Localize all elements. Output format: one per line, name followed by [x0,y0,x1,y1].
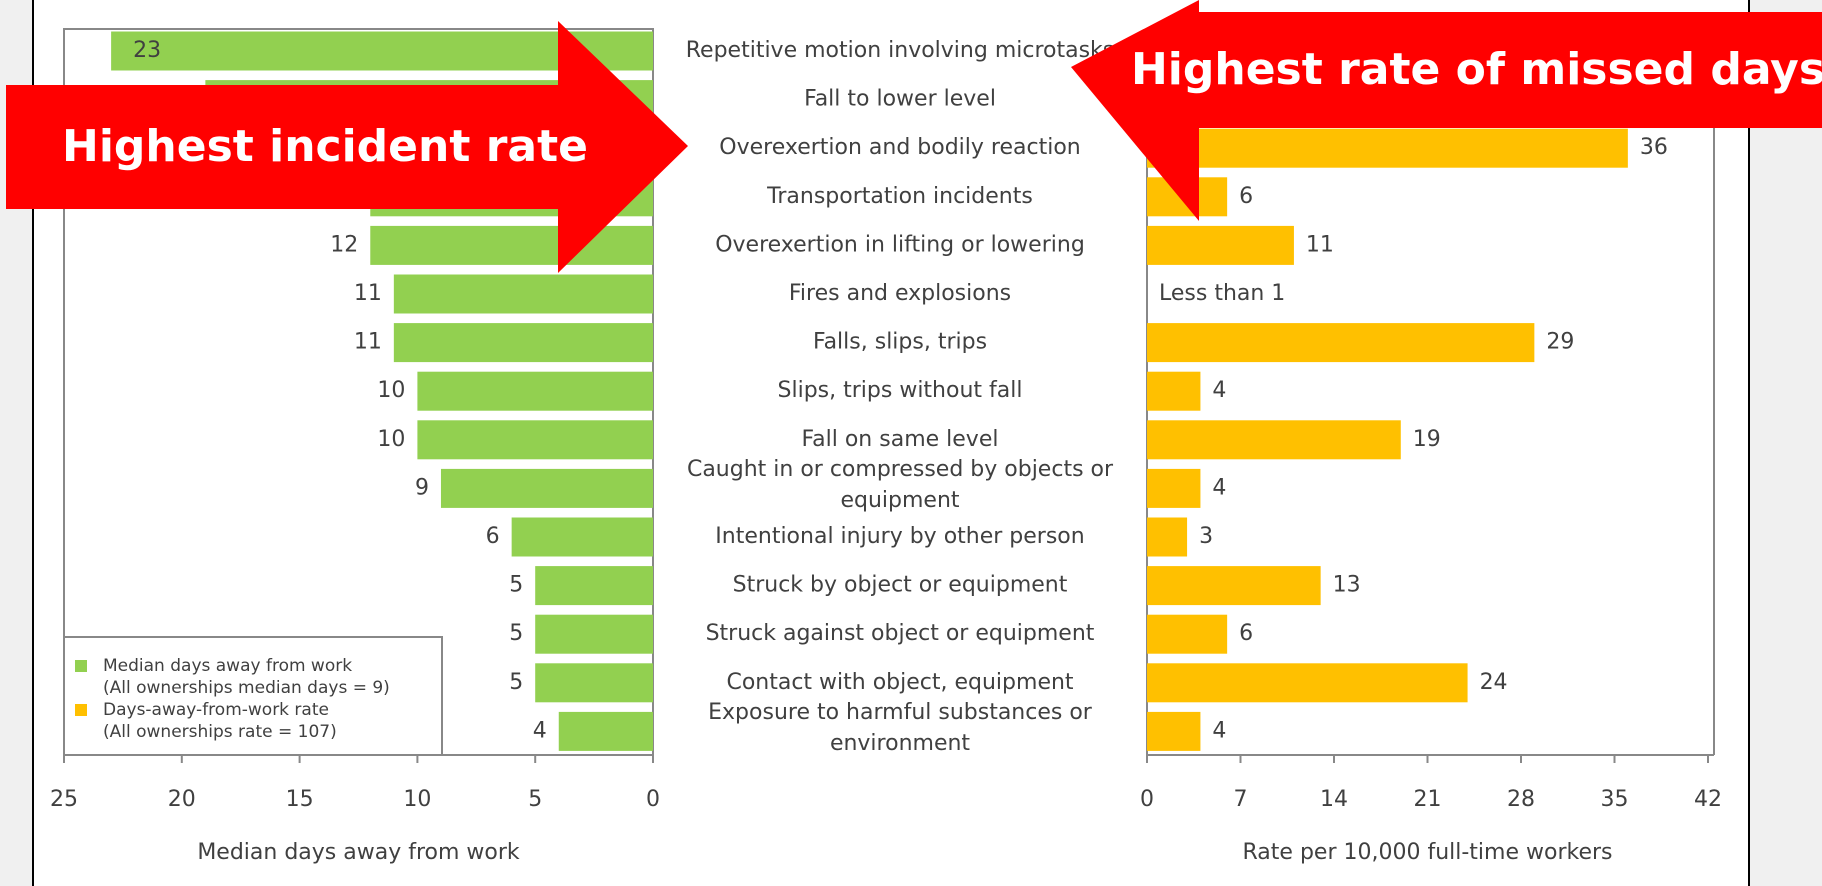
bar [1147,323,1535,363]
value-label: 12 [330,232,358,257]
arrow [1071,0,1822,221]
value-label: 4 [1212,378,1226,403]
value-label: 23 [133,38,161,63]
x-tick-label: 20 [168,787,196,812]
category-label: Fall to lower level [804,87,996,112]
arrow [6,21,688,273]
bar [370,225,653,265]
x-tick-label: 0 [646,787,660,812]
legend-swatch [75,660,87,672]
category-label: Fires and explosions [789,281,1011,306]
value-label: 13 [1333,573,1361,598]
value-label: 3 [1199,524,1213,549]
bar [558,711,653,751]
bar [1147,128,1628,168]
bar [535,663,653,703]
bar [417,420,653,460]
x2-tick-label: 0 [1140,787,1154,812]
category-label: Caught in or compressed by objects or equ… [687,457,1114,513]
annotation: Highest rate of missed days [1131,44,1822,95]
category-label: Repetitive motion involving microtasks [686,38,1115,63]
value-label: 4 [1212,718,1226,743]
bar [1147,614,1228,654]
value-label: 24 [1480,670,1508,695]
legend-note: (All ownerships rate = 107) [103,722,337,742]
category-label: Overexertion in lifting or lowering [715,232,1085,257]
x2-tick-label: 21 [1414,787,1442,812]
x2-tick-label: 28 [1507,787,1535,812]
bar [1147,468,1201,508]
bar [1147,517,1188,557]
x-axis-label: Median days away from work [197,840,520,865]
value-label: 10 [377,378,405,403]
category-label: Slips, trips without fall [778,378,1023,403]
x-tick-label: 5 [528,787,542,812]
value-label: 4 [533,718,547,743]
category-label: Exposure to harmful substances or environ… [708,700,1093,756]
value-label: 5 [509,670,523,695]
value-label: 11 [354,330,382,355]
value-label: 11 [354,281,382,306]
legend: Median days away from work(All ownership… [63,636,443,756]
legend-swatch [75,704,87,716]
x2-axis-label: Rate per 10,000 full-time workers [1243,840,1613,865]
value-label: 4 [1212,475,1226,500]
x2-tick-label: 14 [1320,787,1348,812]
x2-tick-label: 7 [1234,787,1248,812]
legend-label: Days-away-from-work rate [103,700,329,720]
value-label: 11 [1306,232,1334,257]
value-label: 29 [1546,330,1574,355]
bar [1147,225,1294,265]
value-label: 19 [1413,427,1441,452]
category-label: Falls, slips, trips [813,330,987,355]
value-label: 5 [509,621,523,646]
legend-note: (All ownerships median days = 9) [103,678,390,698]
bar [393,323,653,363]
value-label: 9 [415,475,429,500]
value-label: 6 [1239,184,1253,209]
bar [535,566,653,606]
x-tick-label: 10 [403,787,431,812]
bar [1147,663,1468,703]
bar [1147,566,1321,606]
bar [535,614,653,654]
category-label: Struck by object or equipment [733,573,1068,598]
category-label: Intentional injury by other person [715,524,1084,549]
bar [1147,420,1401,460]
category-label: Contact with object, equipment [726,670,1073,695]
value-label: 5 [509,573,523,598]
value-label: 36 [1640,135,1668,160]
bar [511,517,653,557]
legend-label: Median days away from work [103,656,352,676]
category-label: Struck against object or equipment [706,621,1095,646]
value-label: 10 [377,427,405,452]
x2-tick-label: 35 [1601,787,1629,812]
category-label: Transportation incidents [766,184,1033,209]
bar [1147,371,1201,411]
value-label: Less than 1 [1159,281,1285,306]
category-label: Overexertion and bodily reaction [719,135,1080,160]
x2-tick-label: 42 [1694,787,1722,812]
legend-box [63,636,443,756]
bar [440,468,653,508]
value-label: 6 [1239,621,1253,646]
bar [393,274,653,314]
value-label: 6 [486,524,500,549]
category-label: Fall on same level [802,427,999,452]
x-tick-label: 25 [50,787,78,812]
bar [417,371,653,411]
bar [1147,711,1201,751]
annotation: Highest incident rate [62,121,588,172]
x-tick-label: 15 [286,787,314,812]
annotations: Highest incident rate Highest rate of mi… [6,0,1822,273]
